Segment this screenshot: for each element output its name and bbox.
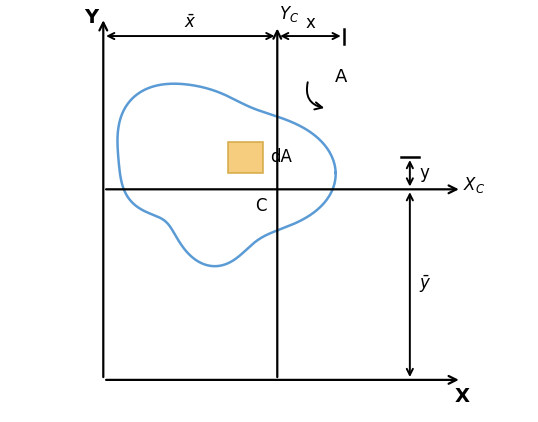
Text: Y: Y xyxy=(84,8,99,27)
Text: $\bar{x}$: $\bar{x}$ xyxy=(184,14,196,32)
Bar xyxy=(228,142,263,173)
Text: X: X xyxy=(454,387,469,406)
Text: $Y_C$: $Y_C$ xyxy=(279,5,300,24)
Text: dA: dA xyxy=(270,148,292,166)
Text: y: y xyxy=(419,164,429,182)
Text: $\bar{y}$: $\bar{y}$ xyxy=(419,274,431,295)
Text: C: C xyxy=(255,197,266,215)
Text: x: x xyxy=(306,14,315,32)
Text: $X_C$: $X_C$ xyxy=(463,175,485,195)
Text: A: A xyxy=(335,68,348,87)
